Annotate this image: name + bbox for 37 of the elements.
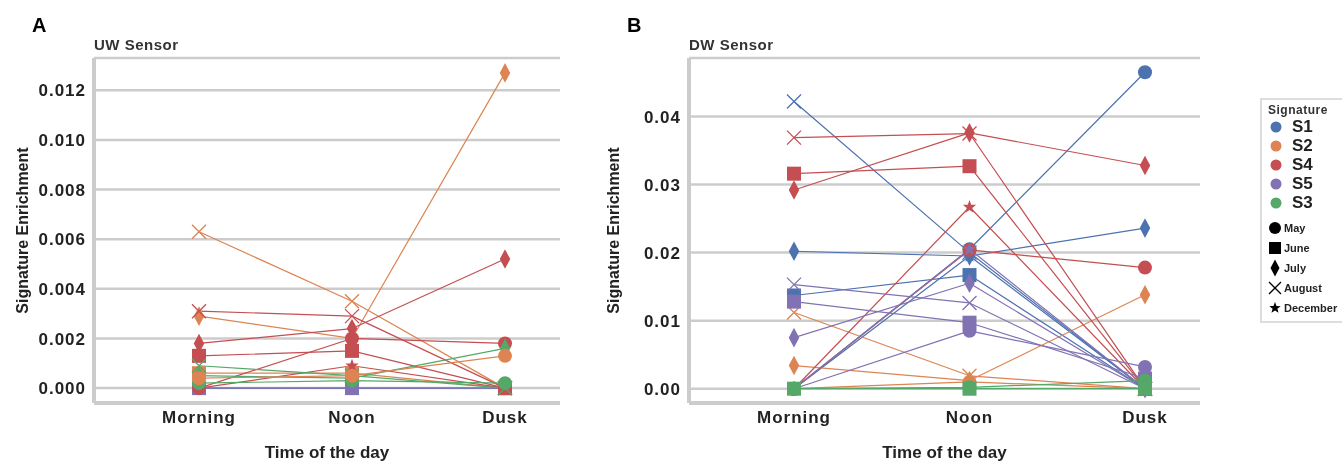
text: A bbox=[32, 14, 47, 37]
legend-label: S1 bbox=[1292, 116, 1313, 137]
y-tick-label: 0.006 bbox=[38, 230, 86, 250]
text: May bbox=[1284, 222, 1306, 234]
legend-label: S3 bbox=[1292, 192, 1313, 213]
x-tick-label: Noon bbox=[945, 408, 994, 428]
y-tick-label: 0.04 bbox=[643, 107, 681, 127]
text: August bbox=[1284, 282, 1322, 294]
text: June bbox=[1284, 242, 1310, 254]
y-tick-label: 0.010 bbox=[38, 130, 86, 150]
y-tick-label: 0.03 bbox=[643, 175, 681, 195]
legend-label: S2 bbox=[1292, 135, 1313, 156]
x-tick-label: Morning bbox=[756, 408, 832, 428]
y-tick-label: 0.012 bbox=[38, 81, 86, 101]
text: B bbox=[627, 14, 642, 37]
x-tick-label: Dusk bbox=[482, 408, 528, 428]
chart-title: UW Sensor bbox=[94, 36, 179, 53]
x-axis-title: Time of the day bbox=[882, 443, 1008, 462]
y-tick-label: 0.008 bbox=[38, 180, 86, 200]
y-axis-title: Signature Enrichment bbox=[604, 146, 622, 314]
x-axis-title: Time of the day bbox=[264, 443, 390, 462]
y-tick-label: 0.002 bbox=[38, 329, 86, 349]
y-tick-label: 0.01 bbox=[643, 311, 681, 331]
chart-title: DW Sensor bbox=[689, 36, 774, 53]
x-tick-label: Noon bbox=[328, 408, 376, 428]
legend-label: S4 bbox=[1292, 154, 1313, 175]
text: July bbox=[1284, 262, 1307, 274]
y-tick-label: 0.00 bbox=[643, 379, 681, 399]
text: December bbox=[1284, 302, 1338, 314]
y-tick-label: 0.004 bbox=[38, 279, 86, 299]
legend-label: S5 bbox=[1292, 173, 1313, 194]
x-tick-label: Morning bbox=[161, 408, 237, 428]
y-tick-label: 0.02 bbox=[643, 243, 681, 263]
legend-title: Signature bbox=[1268, 103, 1329, 117]
y-tick-label: 0.000 bbox=[38, 379, 86, 399]
x-tick-label: Dusk bbox=[1122, 408, 1168, 428]
y-axis-title: Signature Enrichment bbox=[13, 146, 31, 314]
